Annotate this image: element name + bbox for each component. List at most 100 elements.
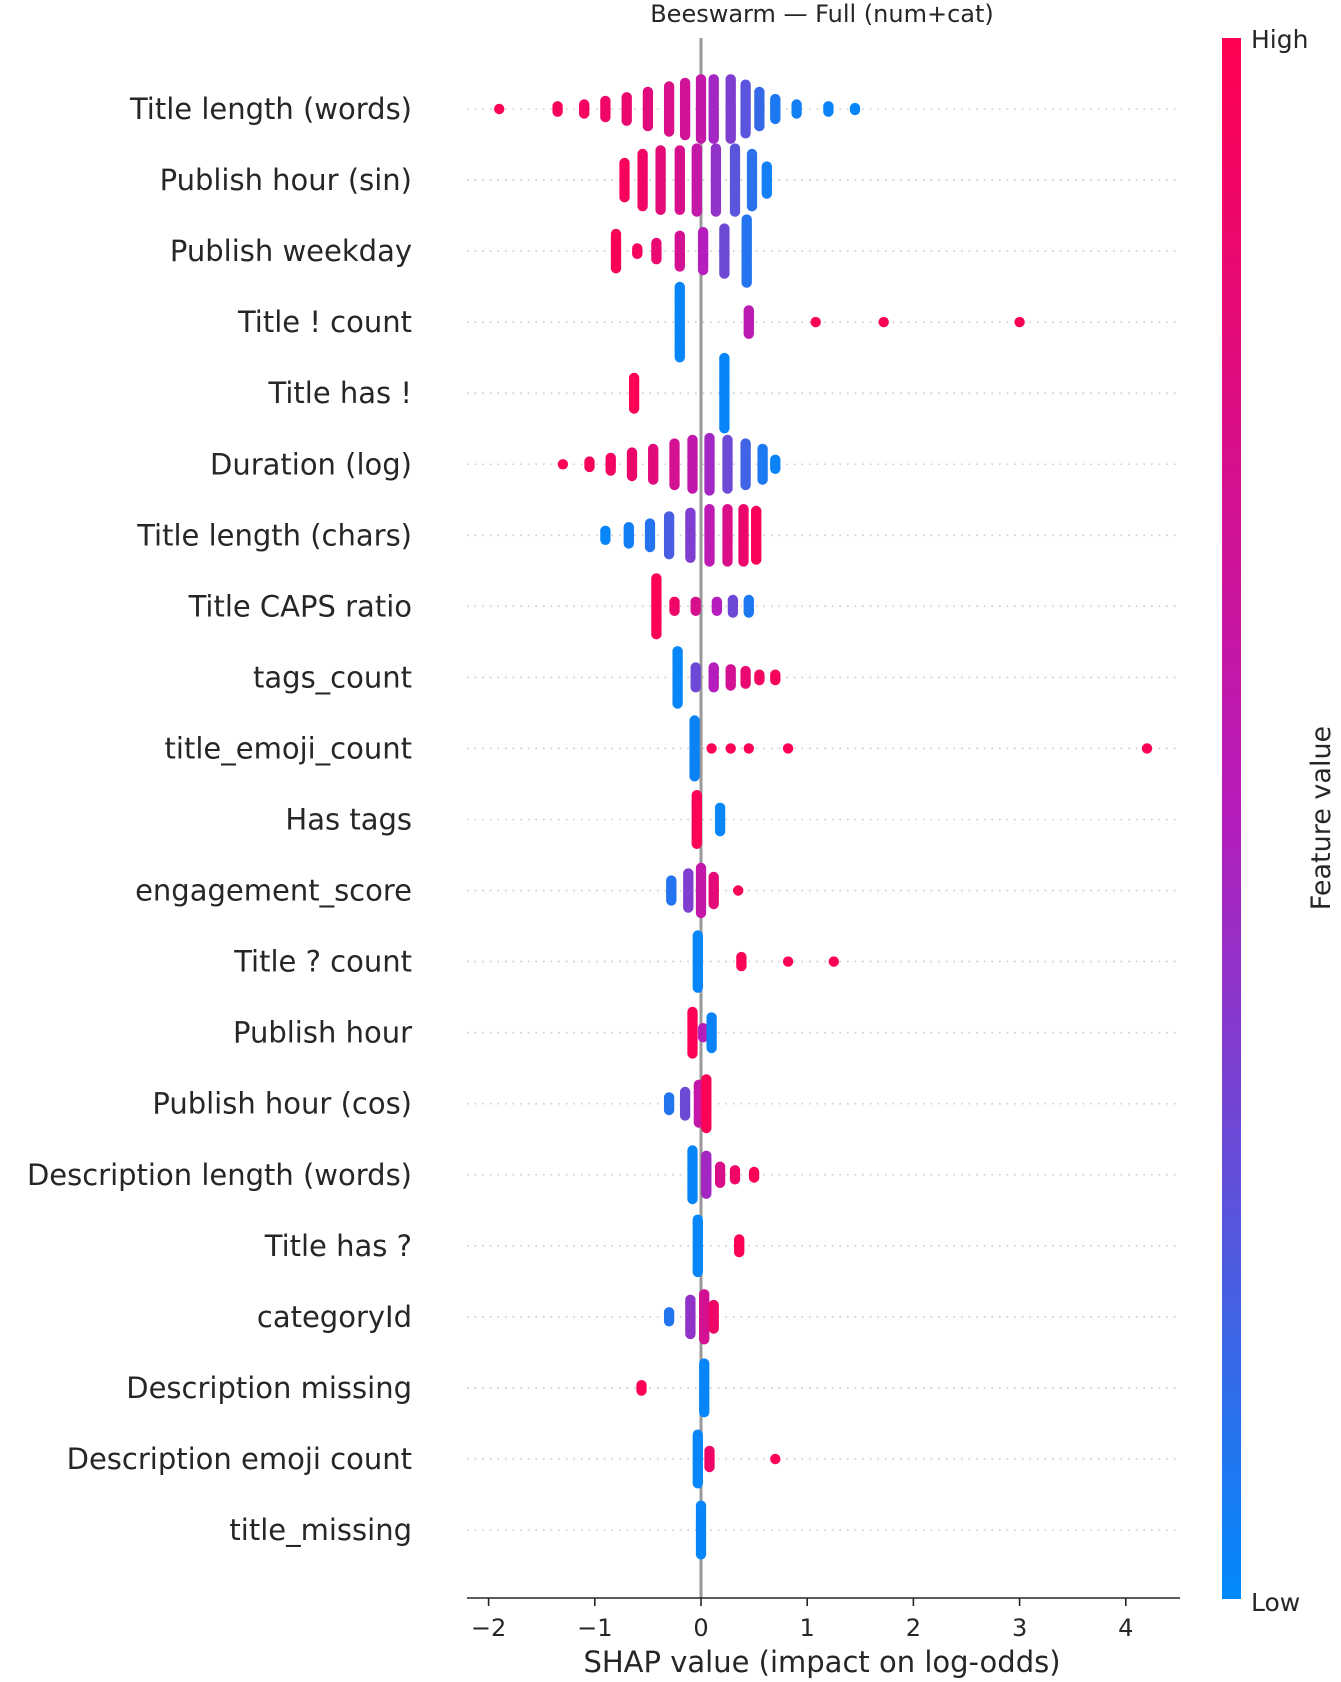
x-tick-label: 4 [1118, 1614, 1133, 1642]
feature-label: Duration (log) [210, 447, 412, 481]
shap-point [729, 1174, 741, 1185]
shap-point [679, 1110, 691, 1121]
shap-point [733, 885, 744, 896]
data-points [494, 74, 1153, 1560]
shap-point [770, 463, 781, 474]
shap-point [685, 552, 696, 563]
shap-point [708, 133, 719, 144]
shap-point [727, 607, 739, 618]
shap-point [719, 268, 730, 279]
feature-label: Description emoji count [67, 1442, 412, 1476]
shap-point [719, 423, 730, 434]
shap-point [711, 605, 723, 616]
shap-point [704, 556, 715, 567]
shap-point [697, 264, 709, 276]
shap-point [689, 771, 700, 782]
shap-point [636, 1385, 647, 1396]
shap-point [695, 1549, 707, 1560]
shap-point [687, 1193, 698, 1205]
shap-point [706, 743, 717, 754]
shap-point [708, 682, 719, 693]
shap-point [725, 680, 736, 691]
feature-label: Title length (chars) [136, 518, 412, 552]
feature-label: Publish weekday [170, 234, 412, 268]
shap-point [552, 106, 563, 117]
x-tick-label: 0 [693, 1614, 708, 1642]
feature-label: Description length (words) [27, 1158, 412, 1192]
colorbar-low-label: Low [1251, 1588, 1300, 1617]
feature-label: Title CAPS ratio [188, 589, 412, 623]
shap-point [810, 316, 821, 328]
feature-label: Publish hour (sin) [160, 163, 412, 197]
feature-label: Title ? count [233, 945, 412, 979]
shap-point [691, 838, 702, 849]
colorbar-high-label: High [1251, 25, 1308, 54]
shap-point [734, 1246, 745, 1258]
shap-point [669, 605, 680, 616]
feature-label: title_emoji_count [165, 731, 412, 765]
shap-point [740, 479, 751, 491]
shap-point [632, 248, 643, 259]
shap-point [687, 1048, 698, 1059]
shap-point [701, 1122, 712, 1134]
x-tick-label: −2 [471, 1614, 506, 1642]
shap-point [644, 541, 656, 553]
shap-point [666, 895, 677, 906]
shap-point [494, 103, 505, 115]
shap-point [619, 192, 630, 203]
shap-point [648, 474, 659, 485]
shap-point [699, 1334, 710, 1345]
shap-point [663, 1104, 675, 1116]
shap-point [690, 682, 701, 693]
feature-label: Publish hour [233, 1016, 412, 1050]
feature-label: Title ! count [237, 305, 412, 339]
shap-point [663, 126, 675, 137]
shap-point [741, 277, 752, 288]
shap-point [679, 129, 691, 141]
shap-point [651, 254, 662, 265]
shap-point [738, 556, 749, 567]
shap-point [674, 352, 685, 363]
shap-point [557, 459, 569, 470]
feature-label: Title has ! [268, 376, 412, 410]
shap-point [687, 483, 698, 494]
shap-point [699, 1407, 710, 1418]
feature-label: Title length (words) [129, 92, 412, 126]
shap-point [642, 120, 654, 132]
shap-point [669, 479, 680, 491]
shap-point [710, 206, 722, 217]
shap-point [770, 1453, 781, 1465]
colorbar [1222, 38, 1241, 1599]
shap-point [697, 1032, 709, 1043]
shap-point [754, 120, 765, 132]
shap-point [722, 483, 733, 494]
shap-point [725, 133, 736, 144]
shap-point [736, 960, 747, 972]
shap-point [770, 113, 781, 125]
shap-point [628, 403, 640, 414]
shap-point [746, 201, 758, 212]
shap-point [743, 743, 754, 754]
feature-label: Has tags [285, 803, 412, 837]
shap-point [849, 104, 861, 116]
shap-point [651, 629, 662, 640]
shap-point [672, 698, 683, 709]
shap-point [637, 201, 648, 212]
shap-point [663, 549, 675, 560]
shap-point [740, 678, 751, 689]
shap-point [685, 1328, 696, 1340]
feature-label: tags_count [253, 660, 412, 694]
shap-point [683, 902, 694, 913]
shap-point [782, 743, 794, 754]
shap-point [708, 898, 719, 910]
shap-point [722, 556, 733, 567]
shap-point [690, 605, 701, 616]
shap-point [714, 1177, 726, 1189]
shap-point [692, 982, 703, 993]
shap-point [706, 1042, 717, 1054]
shap-point [725, 743, 736, 754]
shap-point [691, 206, 702, 217]
shap-point [704, 485, 715, 496]
shap-point [729, 206, 741, 217]
feature-label: engagement_score [135, 874, 412, 908]
